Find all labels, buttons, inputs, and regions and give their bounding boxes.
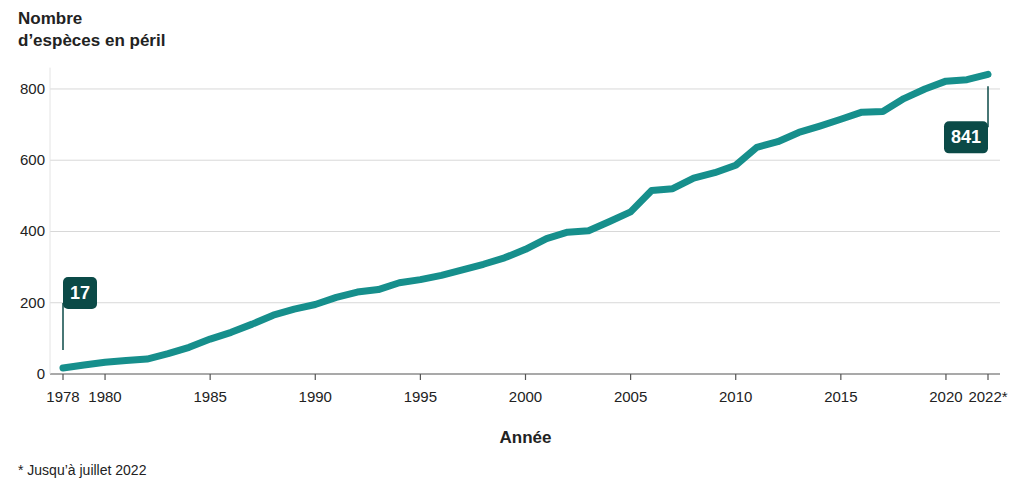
x-tick <box>62 374 63 380</box>
series-line <box>63 74 988 368</box>
grid-line <box>50 302 1000 303</box>
x-tick <box>735 374 736 380</box>
y-tick-label: 200 <box>20 294 45 311</box>
plot-area <box>63 74 988 368</box>
grid-line <box>50 231 1000 232</box>
x-tick-label: 2005 <box>614 388 647 405</box>
x-tick <box>210 374 211 380</box>
x-tick-label: 1990 <box>299 388 332 405</box>
callout-line <box>987 86 989 127</box>
annotation: 841 <box>944 86 988 153</box>
grid-line <box>50 88 1000 89</box>
y-tick-label: 800 <box>20 80 45 97</box>
x-tick <box>945 374 946 380</box>
x-tick <box>840 374 841 380</box>
y-tick-label: 600 <box>20 151 45 168</box>
x-tick-label: 1995 <box>404 388 437 405</box>
x-tick-label: 1978 <box>46 388 79 405</box>
callout-box <box>944 121 988 153</box>
x-tick <box>987 374 988 380</box>
grid-line <box>50 160 1000 161</box>
x-tick-label: 2010 <box>719 388 752 405</box>
y-axis-title: Nombre d’espèces en péril <box>18 8 168 52</box>
x-tick-label: 2020 <box>929 388 962 405</box>
x-tick-label: 1980 <box>88 388 121 405</box>
annotation-label: 17 <box>70 283 90 303</box>
x-axis-title: Année <box>500 428 552 447</box>
y-tick-label: 0 <box>37 365 45 382</box>
y-axis-line <box>50 68 51 374</box>
x-tick-label: 2000 <box>509 388 542 405</box>
x-tick <box>315 374 316 380</box>
annotation: 17 <box>63 277 97 350</box>
annotation-label: 841 <box>951 127 981 147</box>
callout-line <box>62 303 64 350</box>
x-tick-label: 1985 <box>193 388 226 405</box>
x-tick <box>420 374 421 380</box>
y-tick-label: 400 <box>20 222 45 239</box>
x-tick-label: 2015 <box>824 388 857 405</box>
x-tick-label: 2022* <box>968 388 1007 405</box>
footnote: * Jusqu’à juillet 2022 <box>18 462 146 478</box>
x-tick <box>630 374 631 380</box>
chart: 0 200 400 600 800 1978 1980 1985 1990 1995 2000 200… <box>0 0 1024 494</box>
x-tick <box>525 374 526 380</box>
callout-box <box>63 277 97 309</box>
x-tick <box>104 374 105 380</box>
